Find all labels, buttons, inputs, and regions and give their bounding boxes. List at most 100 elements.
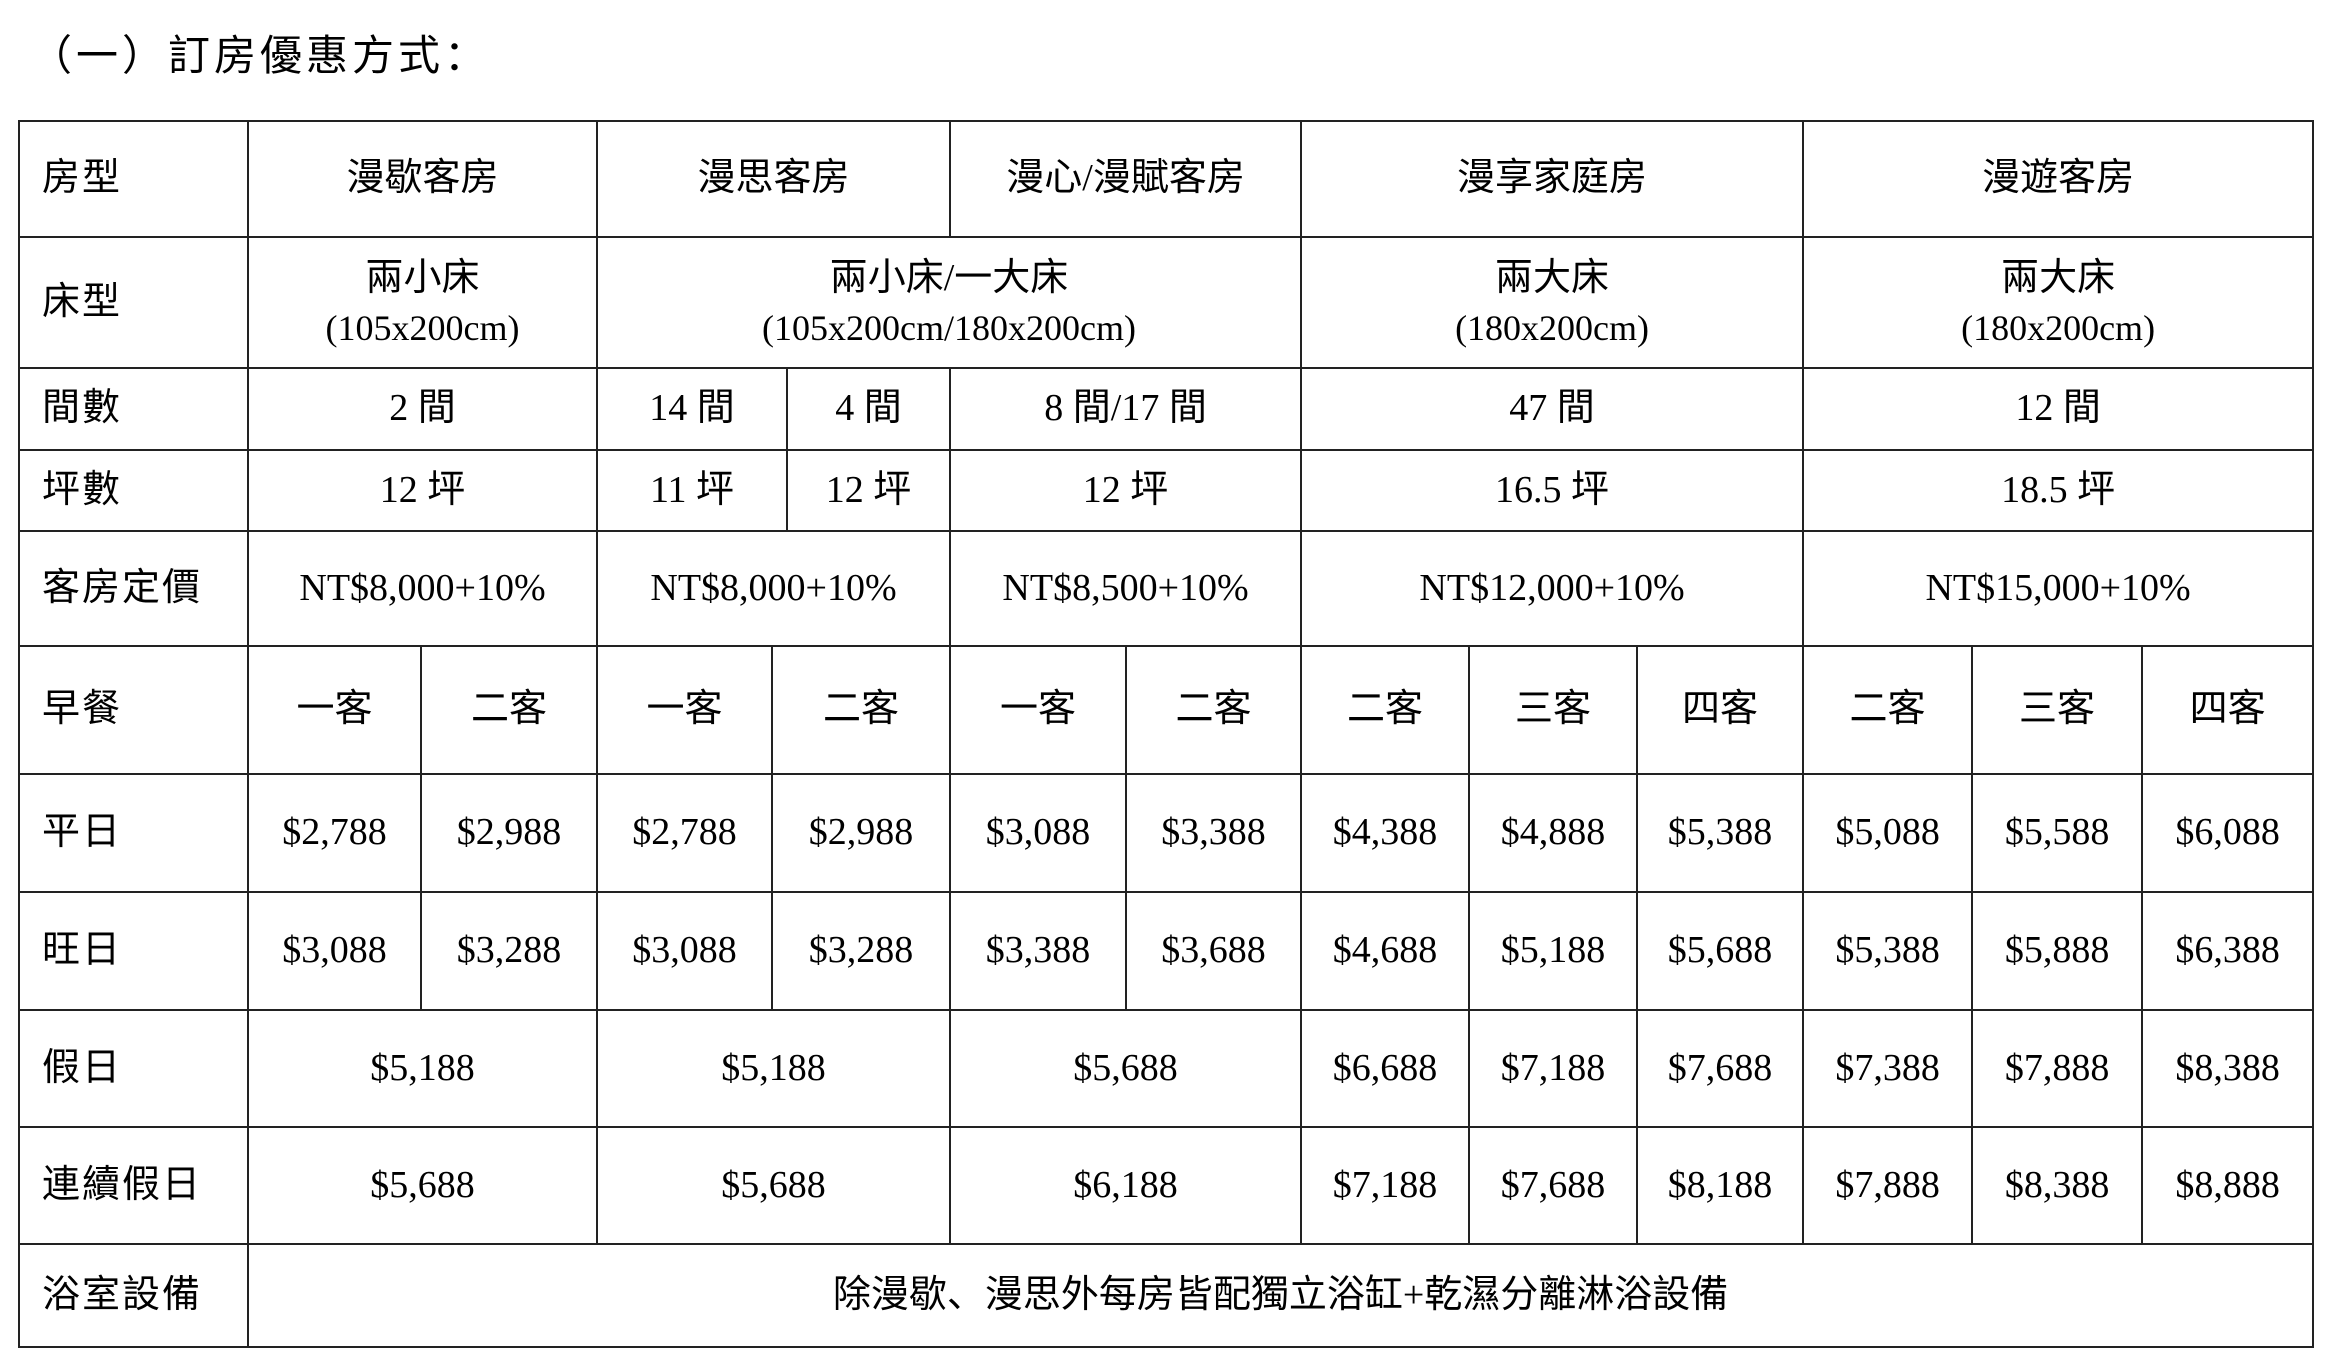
rate-cell: $5,688 xyxy=(1636,891,1805,1011)
rate-cell: $5,088 xyxy=(1802,773,1974,893)
rate-cell: $6,088 xyxy=(2141,773,2315,893)
guest-count-cell: 三客 xyxy=(1971,645,2144,775)
area-cell: 18.5 坪 xyxy=(1802,449,2315,532)
rooms-cell: 47 間 xyxy=(1300,367,1805,451)
rooms-cell: 8 間/17 間 xyxy=(949,367,1303,451)
long-holiday-row: 連續假日 $5,688 $5,688 $6,188 $7,188 $7,688 … xyxy=(18,1126,2315,1245)
price-cell: NT$15,000+10% xyxy=(1802,530,2315,647)
rate-cell: $7,188 xyxy=(1468,1009,1639,1128)
area-cell: 12 坪 xyxy=(949,449,1303,532)
rate-cell: $8,188 xyxy=(1636,1126,1805,1245)
rate-cell: $5,688 xyxy=(246,1126,599,1245)
row-label: 房型 xyxy=(18,120,249,238)
rate-cell: $7,388 xyxy=(1802,1009,1974,1128)
bed-type-cell: 兩大床 (180x200cm) xyxy=(1802,236,2315,369)
rate-cell: $4,888 xyxy=(1468,773,1639,893)
rate-cell: $3,088 xyxy=(949,773,1128,893)
row-label: 平日 xyxy=(18,773,249,893)
bed-type-cell: 兩小床 (105x200cm) xyxy=(246,236,599,369)
rate-cell: $7,688 xyxy=(1636,1009,1805,1128)
rate-cell: $4,388 xyxy=(1300,773,1471,893)
bed-type-row: 床型 兩小床 (105x200cm) 兩小床/一大床 (105x200cm/180x… xyxy=(18,236,2315,369)
rooms-cell: 4 間 xyxy=(786,367,952,451)
rate-cell: $3,288 xyxy=(419,891,599,1011)
room-type-cell: 漫享家庭房 xyxy=(1300,120,1805,238)
rate-cell: $6,188 xyxy=(949,1126,1303,1245)
peak-day-row: 旺日 $3,088 $3,288 $3,088 $3,288 $3,388 $3… xyxy=(18,891,2315,1011)
row-label: 客房定價 xyxy=(18,530,249,647)
rooms-cell: 2 間 xyxy=(246,367,599,451)
rate-cell: $3,688 xyxy=(1125,891,1303,1011)
guest-count-cell: 一客 xyxy=(596,645,774,775)
row-label: 連續假日 xyxy=(18,1126,249,1245)
rooms-row: 間數 2 間 14 間 4 間 8 間/17 間 47 間 12 間 xyxy=(18,367,2315,451)
room-type-row: 房型 漫歇客房 漫思客房 漫心/漫賦客房 漫享家庭房 漫遊客房 xyxy=(18,120,2315,238)
rate-cell: $5,888 xyxy=(1971,891,2144,1011)
section-title: （一）訂房優惠方式： xyxy=(30,34,491,80)
holiday-row: 假日 $5,188 $5,188 $5,688 $6,688 $7,188 $7… xyxy=(18,1009,2315,1128)
rate-cell: $5,388 xyxy=(1636,773,1805,893)
bed-type-cell: 兩大床 (180x200cm) xyxy=(1300,236,1805,369)
area-cell: 11 坪 xyxy=(596,449,789,532)
rooms-cell: 12 間 xyxy=(1802,367,2315,451)
rate-cell: $5,588 xyxy=(1971,773,2144,893)
weekday-row: 平日 $2,788 $2,988 $2,788 $2,988 $3,088 $3… xyxy=(18,773,2315,893)
area-row: 坪數 12 坪 11 坪 12 坪 12 坪 16.5 坪 18.5 坪 xyxy=(18,449,2315,532)
rate-cell: $2,788 xyxy=(247,773,422,893)
guest-count-cell: 二客 xyxy=(1300,645,1471,775)
room-type-cell: 漫心/漫賦客房 xyxy=(949,120,1303,238)
price-cell: NT$8,000+10% xyxy=(246,530,599,647)
rate-cell: $6,388 xyxy=(2141,891,2315,1011)
bed-size: (180x200cm) xyxy=(1455,307,1650,348)
rate-cell: $5,688 xyxy=(596,1126,952,1245)
row-label: 假日 xyxy=(18,1009,249,1128)
bathroom-row: 浴室設備 除漫歇、漫思外每房皆配獨立浴缸+乾濕分離淋浴設備 xyxy=(18,1243,2315,1348)
rate-cell: $2,988 xyxy=(771,773,952,893)
bed-size: (105x200cm) xyxy=(325,307,520,348)
rate-cell: $2,788 xyxy=(596,773,774,893)
rate-cell: $4,688 xyxy=(1300,891,1471,1011)
room-type-cell: 漫歇客房 xyxy=(246,120,599,238)
guest-count-cell: 二客 xyxy=(771,645,952,775)
area-cell: 12 坪 xyxy=(786,449,952,532)
price-cell: NT$12,000+10% xyxy=(1300,530,1805,647)
bed-name: 兩大床 xyxy=(2001,256,2116,299)
row-label: 床型 xyxy=(18,236,249,369)
rate-cell: $5,688 xyxy=(949,1009,1303,1128)
area-cell: 12 坪 xyxy=(246,449,599,532)
list-price-row: 客房定價 NT$8,000+10% NT$8,000+10% NT$8,500+… xyxy=(18,530,2315,647)
area-cell: 16.5 坪 xyxy=(1300,449,1805,532)
rooms-cell: 14 間 xyxy=(596,367,789,451)
row-label: 早餐 xyxy=(18,645,249,775)
rate-cell: $8,388 xyxy=(1971,1126,2144,1245)
room-type-cell: 漫思客房 xyxy=(596,120,952,238)
rate-cell: $3,388 xyxy=(1125,773,1303,893)
rate-cell: $8,388 xyxy=(2141,1009,2315,1128)
rate-cell: $5,388 xyxy=(1802,891,1974,1011)
row-label: 間數 xyxy=(18,367,249,451)
guest-count-cell: 四客 xyxy=(2141,645,2315,775)
room-rate-table: 房型 漫歇客房 漫思客房 漫心/漫賦客房 漫享家庭房 漫遊客房 床型 兩小床 (1… xyxy=(18,120,2315,1348)
rate-cell: $5,188 xyxy=(1468,891,1639,1011)
guest-count-cell: 一客 xyxy=(949,645,1128,775)
bed-name: 兩大床 xyxy=(1495,256,1610,299)
rate-cell: $3,388 xyxy=(949,891,1128,1011)
bed-name: 兩小床/一大床 xyxy=(829,256,1069,299)
rate-cell: $7,888 xyxy=(1802,1126,1974,1245)
rate-cell: $3,088 xyxy=(596,891,774,1011)
guest-count-cell: 四客 xyxy=(1636,645,1805,775)
rate-cell: $7,688 xyxy=(1468,1126,1639,1245)
rate-cell: $7,188 xyxy=(1300,1126,1471,1245)
bed-type-cell: 兩小床/一大床 (105x200cm/180x200cm) xyxy=(596,236,1303,369)
bed-size: (105x200cm/180x200cm) xyxy=(762,307,1136,348)
rate-cell: $3,088 xyxy=(247,891,422,1011)
rate-cell: $7,888 xyxy=(1971,1009,2144,1128)
price-cell: NT$8,500+10% xyxy=(949,530,1303,647)
rate-cell: $3,288 xyxy=(771,891,952,1011)
row-label: 旺日 xyxy=(18,891,249,1011)
guest-count-cell: 一客 xyxy=(247,645,422,775)
rate-cell: $5,188 xyxy=(596,1009,952,1128)
bed-size: (180x200cm) xyxy=(1961,307,2156,348)
rate-cell: $6,688 xyxy=(1300,1009,1471,1128)
room-type-cell: 漫遊客房 xyxy=(1802,120,2315,238)
